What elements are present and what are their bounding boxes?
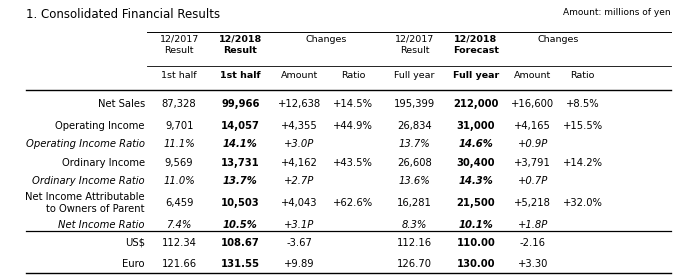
Text: 13,731: 13,731 [221, 158, 259, 168]
Text: 9,701: 9,701 [165, 121, 193, 131]
Text: Operating Income Ratio: Operating Income Ratio [26, 139, 145, 149]
Text: +32.0%: +32.0% [563, 198, 603, 208]
Text: Net Sales: Net Sales [98, 99, 145, 109]
Text: Ratio: Ratio [341, 71, 365, 80]
Text: 112.16: 112.16 [397, 238, 432, 248]
Text: Euro: Euro [122, 259, 145, 269]
Text: 21,500: 21,500 [456, 198, 495, 208]
Text: 31,000: 31,000 [456, 121, 495, 131]
Text: +16,600: +16,600 [511, 99, 554, 109]
Text: Net Income Ratio: Net Income Ratio [58, 220, 145, 230]
Text: 212,000: 212,000 [453, 99, 499, 109]
Text: 11.1%: 11.1% [163, 139, 195, 149]
Text: 26,608: 26,608 [397, 158, 432, 168]
Text: Changes: Changes [305, 35, 347, 43]
Text: +12,638: +12,638 [278, 99, 321, 109]
Text: 10.5%: 10.5% [223, 220, 257, 230]
Text: 14,057: 14,057 [221, 121, 259, 131]
Text: +3.0P: +3.0P [284, 139, 314, 149]
Text: Net Income Attributable
to Owners of Parent: Net Income Attributable to Owners of Par… [25, 192, 145, 214]
Text: 8.3%: 8.3% [402, 220, 427, 230]
Text: -2.16: -2.16 [520, 238, 546, 248]
Text: 126.70: 126.70 [397, 259, 432, 269]
Text: 1st half: 1st half [161, 71, 197, 80]
Text: 13.7%: 13.7% [399, 139, 431, 149]
Text: 121.66: 121.66 [162, 259, 197, 269]
Text: +15.5%: +15.5% [563, 121, 603, 131]
Text: 7.4%: 7.4% [166, 220, 192, 230]
Text: +9.89: +9.89 [284, 259, 315, 269]
Text: Ordinary Income Ratio: Ordinary Income Ratio [32, 176, 145, 186]
Text: -3.67: -3.67 [286, 238, 312, 248]
Text: +43.5%: +43.5% [333, 158, 373, 168]
Text: US$: US$ [125, 238, 145, 248]
Text: +0.7P: +0.7P [518, 176, 548, 186]
Text: Full year: Full year [453, 71, 499, 80]
Text: +2.7P: +2.7P [284, 176, 314, 186]
Text: Amount: Amount [280, 71, 318, 80]
Text: Changes: Changes [537, 35, 578, 43]
Text: 10.1%: 10.1% [458, 220, 493, 230]
Text: Ordinary Income: Ordinary Income [62, 158, 145, 168]
Text: 12/2017
Result: 12/2017 Result [160, 35, 199, 55]
Text: 30,400: 30,400 [456, 158, 495, 168]
Text: +44.9%: +44.9% [333, 121, 373, 131]
Text: 14.3%: 14.3% [458, 176, 493, 186]
Text: +0.9P: +0.9P [518, 139, 548, 149]
Text: +3.30: +3.30 [518, 259, 548, 269]
Text: 130.00: 130.00 [456, 259, 495, 269]
Text: +4,043: +4,043 [281, 198, 317, 208]
Text: +4,165: +4,165 [514, 121, 551, 131]
Text: 14.1%: 14.1% [223, 139, 257, 149]
Text: 195,399: 195,399 [394, 99, 435, 109]
Text: Amount: millions of yen: Amount: millions of yen [563, 8, 671, 17]
Text: 11.0%: 11.0% [163, 176, 195, 186]
Text: 10,503: 10,503 [221, 198, 259, 208]
Text: 13.7%: 13.7% [223, 176, 257, 186]
Text: +4,355: +4,355 [281, 121, 317, 131]
Text: Operating Income: Operating Income [55, 121, 145, 131]
Text: 26,834: 26,834 [397, 121, 432, 131]
Text: 1. Consolidated Financial Results: 1. Consolidated Financial Results [26, 8, 220, 21]
Text: +62.6%: +62.6% [333, 198, 373, 208]
Text: +5,218: +5,218 [514, 198, 551, 208]
Text: 108.67: 108.67 [221, 238, 259, 248]
Text: 14.6%: 14.6% [458, 139, 493, 149]
Text: +14.5%: +14.5% [333, 99, 373, 109]
Text: +4,162: +4,162 [281, 158, 317, 168]
Text: 131.55: 131.55 [221, 259, 259, 269]
Text: +8.5%: +8.5% [566, 99, 600, 109]
Text: 1st half: 1st half [220, 71, 261, 80]
Text: +14.2%: +14.2% [563, 158, 603, 168]
Text: 9,569: 9,569 [165, 158, 193, 168]
Text: 99,966: 99,966 [221, 99, 259, 109]
Text: 6,459: 6,459 [165, 198, 193, 208]
Text: 16,281: 16,281 [397, 198, 432, 208]
Text: 112.34: 112.34 [162, 238, 197, 248]
Text: Amount: Amount [514, 71, 551, 80]
Text: 12/2018
Forecast: 12/2018 Forecast [453, 35, 499, 55]
Text: +3,791: +3,791 [514, 158, 551, 168]
Text: +1.8P: +1.8P [518, 220, 548, 230]
Text: Full year: Full year [394, 71, 435, 80]
Text: +3.1P: +3.1P [284, 220, 314, 230]
Text: 12/2017
Result: 12/2017 Result [395, 35, 434, 55]
Text: 110.00: 110.00 [456, 238, 495, 248]
Text: 12/2018
Result: 12/2018 Result [218, 35, 262, 55]
Text: 87,328: 87,328 [162, 99, 196, 109]
Text: Ratio: Ratio [571, 71, 595, 80]
Text: 13.6%: 13.6% [399, 176, 431, 186]
